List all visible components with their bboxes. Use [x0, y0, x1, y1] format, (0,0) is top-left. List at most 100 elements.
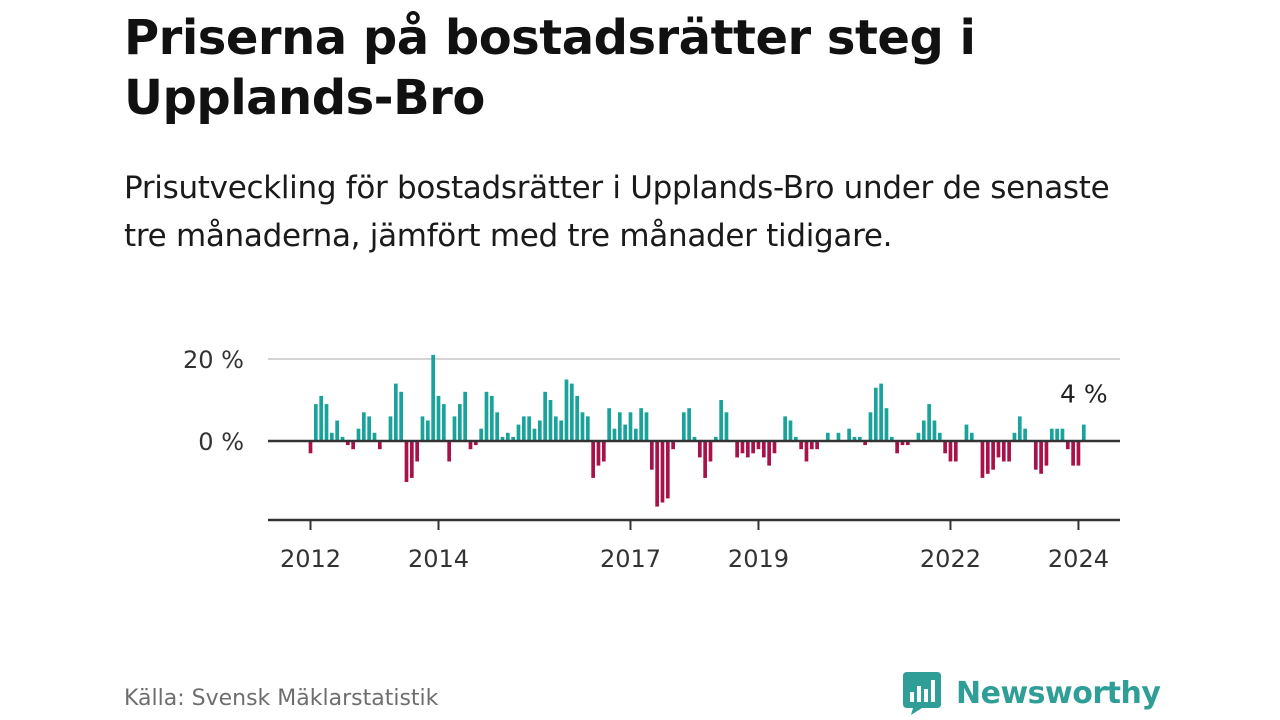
source-note: Källa: Svensk Mäklarstatistik: [124, 686, 439, 711]
x-tick-label: 2014: [408, 545, 469, 573]
bar: [825, 432, 830, 441]
bar: [468, 441, 473, 450]
bar: [708, 441, 713, 462]
bar: [356, 428, 361, 441]
bar: [863, 441, 867, 446]
bar: [623, 424, 627, 441]
bar: [783, 416, 787, 441]
bar: [879, 383, 883, 441]
bar: [308, 441, 313, 454]
bar: [857, 436, 862, 441]
bar: [489, 395, 494, 441]
bar: [884, 408, 889, 441]
bar: [351, 441, 356, 450]
bar: [596, 441, 601, 466]
bar: [703, 441, 707, 478]
bar: [905, 441, 910, 446]
x-tick-label: 2019: [728, 545, 789, 573]
bar: [1071, 441, 1075, 466]
bar: [409, 441, 414, 478]
bar: [628, 412, 633, 441]
bar: [756, 441, 761, 450]
bar: [633, 428, 638, 441]
bar: [847, 428, 851, 441]
bar: [836, 432, 841, 441]
bar: [943, 441, 947, 454]
bar: [340, 436, 345, 441]
bar: [479, 428, 484, 441]
bar: [612, 428, 617, 441]
bar: [649, 441, 654, 470]
bar: [521, 416, 526, 441]
bar: [543, 391, 547, 441]
bar: [724, 412, 729, 441]
bars: [308, 354, 1086, 507]
bar: [484, 391, 489, 441]
bar: [457, 404, 462, 441]
bar: [932, 420, 937, 441]
bar: [745, 441, 750, 458]
bar: [804, 441, 809, 462]
bar: [1023, 428, 1027, 441]
bar: [889, 436, 894, 441]
bar: [372, 432, 377, 441]
bar: [1076, 441, 1081, 466]
bar: [436, 395, 441, 441]
last-value-annotation: 4 %: [1060, 380, 1108, 409]
bar: [991, 441, 995, 470]
bar: [1017, 416, 1022, 441]
bar: [1012, 432, 1017, 441]
chart-subtitle: Prisutveckling för bostadsrätter i Uppla…: [124, 170, 1110, 254]
bar: [569, 383, 574, 441]
bar: [751, 441, 755, 454]
bar: [559, 420, 563, 441]
bar: [996, 441, 1001, 458]
bar: [1055, 428, 1059, 441]
bar: [1033, 441, 1038, 470]
bar: [404, 441, 409, 482]
bar: [319, 395, 324, 441]
x-tick-label: 2012: [280, 545, 341, 573]
bar: [937, 432, 942, 441]
bar: [1065, 441, 1070, 450]
bar: [431, 354, 436, 441]
bar: [655, 441, 659, 507]
bar: [1060, 428, 1065, 441]
brand-name: Newsworthy: [956, 675, 1161, 711]
bar: [463, 391, 468, 441]
bar: [441, 404, 446, 441]
chart-title: Priserna på bostadsrätter steg i Uppland…: [124, 10, 976, 126]
bar: [687, 408, 691, 441]
newsworthy-logo-icon: [903, 672, 941, 715]
bar: [644, 412, 649, 441]
bar: [788, 420, 793, 441]
bar: [361, 412, 366, 441]
bar: [697, 441, 702, 458]
bar: [980, 441, 985, 478]
bar: [735, 441, 739, 458]
x-tick-label: 2017: [600, 545, 661, 573]
bar: [671, 441, 675, 450]
bar: [617, 412, 622, 441]
bar: [367, 416, 372, 441]
bar: [799, 441, 803, 450]
bar: [537, 420, 542, 441]
bar: [575, 395, 579, 441]
bar: [585, 416, 590, 441]
bar: [895, 441, 899, 454]
bar: [495, 412, 499, 441]
bar: [553, 416, 558, 441]
bar: [548, 400, 553, 441]
bar: [505, 432, 510, 441]
bar: [1007, 441, 1011, 462]
bar: [927, 404, 931, 441]
bar: [388, 416, 393, 441]
bar: [665, 441, 670, 499]
bar: [399, 391, 404, 441]
axes: [268, 439, 1120, 530]
bar: [329, 432, 334, 441]
bar: [473, 441, 478, 446]
bar: [639, 408, 643, 441]
bar: [809, 441, 814, 450]
bar: [447, 441, 452, 462]
